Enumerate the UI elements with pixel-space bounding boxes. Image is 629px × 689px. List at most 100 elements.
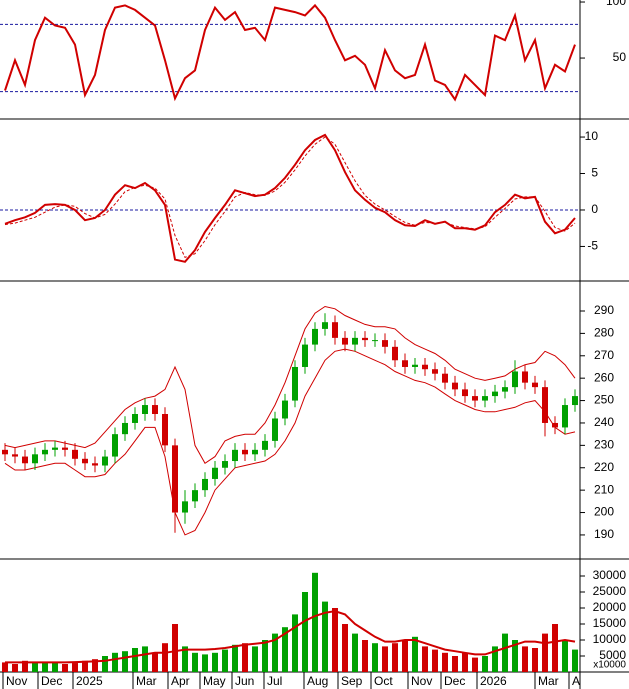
x-tick-label: Jul: [267, 674, 282, 688]
candle-body: [322, 322, 328, 329]
volume-bar: [2, 662, 8, 672]
candle-body: [492, 391, 498, 397]
volume-bar: [12, 664, 18, 672]
y-tick-label: 5: [591, 166, 598, 180]
volume-bar: [482, 656, 488, 672]
volume-bar: [82, 660, 88, 672]
y-tick-label: 230: [594, 438, 614, 452]
candle-body: [52, 447, 58, 450]
candle-body: [362, 337, 368, 341]
candle-body: [262, 440, 268, 450]
volume-bar: [392, 643, 398, 672]
x-tick-label: Aug: [307, 674, 328, 688]
volume-bar: [502, 633, 508, 672]
candle-body: [392, 346, 398, 361]
candle-body: [342, 337, 348, 345]
candle-body: [542, 387, 548, 423]
candle-body: [212, 467, 218, 479]
indicator-line: [4, 3, 576, 102]
volume-bar: [262, 640, 268, 672]
candle-body: [142, 405, 148, 415]
candle-body: [512, 371, 518, 388]
volume-bar: [322, 601, 328, 672]
volume-bar: [332, 608, 338, 672]
volume-ma-line: [5, 610, 576, 664]
candle-body: [152, 405, 158, 415]
y-tick-label: 100: [606, 0, 626, 8]
x-tick-label: Nov: [6, 674, 27, 688]
x-tick-label: Oct: [374, 674, 393, 688]
y-tick-label: 20000: [593, 600, 627, 614]
candle-body: [162, 414, 168, 446]
candle-body: [172, 445, 178, 513]
candle-body: [122, 422, 128, 435]
volume-bar: [302, 592, 308, 672]
candle-body: [402, 360, 408, 367]
volume-bar: [252, 646, 258, 672]
x-tick-label: May: [203, 674, 226, 688]
candle-body: [112, 434, 118, 457]
volume-bar: [342, 624, 348, 672]
candle-body: [412, 364, 418, 367]
x-tick-label: Sep: [341, 674, 363, 688]
candle-body: [472, 396, 478, 401]
candle-body: [192, 490, 198, 502]
volume-bar: [202, 654, 208, 672]
candle-body: [272, 418, 278, 441]
volume-bar: [312, 572, 318, 672]
x-tick-label: Nov: [411, 674, 432, 688]
volume-bar: [222, 649, 228, 672]
candle-body: [232, 449, 238, 462]
candle-body: [102, 456, 108, 466]
volume-bar: [352, 633, 358, 672]
candle-body: [82, 458, 88, 464]
candle-body: [352, 337, 358, 345]
candle-body: [32, 454, 38, 464]
candle-body: [22, 456, 28, 464]
volume-bar: [212, 652, 218, 672]
volume-bar: [452, 656, 458, 672]
volume-bar: [572, 649, 578, 672]
volume-bar: [152, 652, 158, 672]
volume-bar: [432, 649, 438, 672]
x-tick-label: Dec: [41, 674, 62, 688]
candle-body: [222, 461, 228, 468]
y-tick-label: 250: [594, 393, 614, 407]
unit-label: x10000: [593, 660, 626, 671]
x-tick-label: Jun: [235, 674, 254, 688]
candle-body: [422, 364, 428, 370]
indicator-line: [4, 133, 576, 263]
volume-bar: [402, 640, 408, 672]
volume-bar: [522, 646, 528, 672]
candle-body: [382, 340, 388, 347]
candle-body: [282, 400, 288, 419]
x-tick-label: 2025: [76, 674, 103, 688]
volume-bar: [72, 663, 78, 672]
y-tick-label: 270: [594, 348, 614, 362]
volume-bar: [292, 614, 298, 672]
candle-body: [312, 328, 318, 345]
volume-bar: [92, 659, 98, 672]
volume-bar: [32, 663, 38, 672]
candle-body: [532, 382, 538, 388]
volume-bar: [52, 661, 58, 672]
candle-body: [132, 414, 138, 423]
candle-body: [12, 454, 18, 457]
y-tick-label: 15000: [593, 616, 627, 630]
candle-body: [432, 369, 438, 374]
volume-bar: [132, 648, 138, 672]
candle-body: [522, 371, 528, 383]
y-tick-label: 0: [591, 202, 598, 216]
candle-body: [572, 396, 578, 406]
candle-body: [442, 373, 448, 383]
candle-body: [182, 501, 188, 513]
y-tick-label: 210: [594, 482, 614, 496]
candle-body: [302, 344, 308, 367]
volume-bar: [372, 643, 378, 672]
candle-body: [332, 322, 338, 338]
volume-bar: [182, 646, 188, 672]
candle-body: [462, 389, 468, 397]
volume-bar: [492, 646, 498, 672]
volume-bar: [112, 652, 118, 672]
